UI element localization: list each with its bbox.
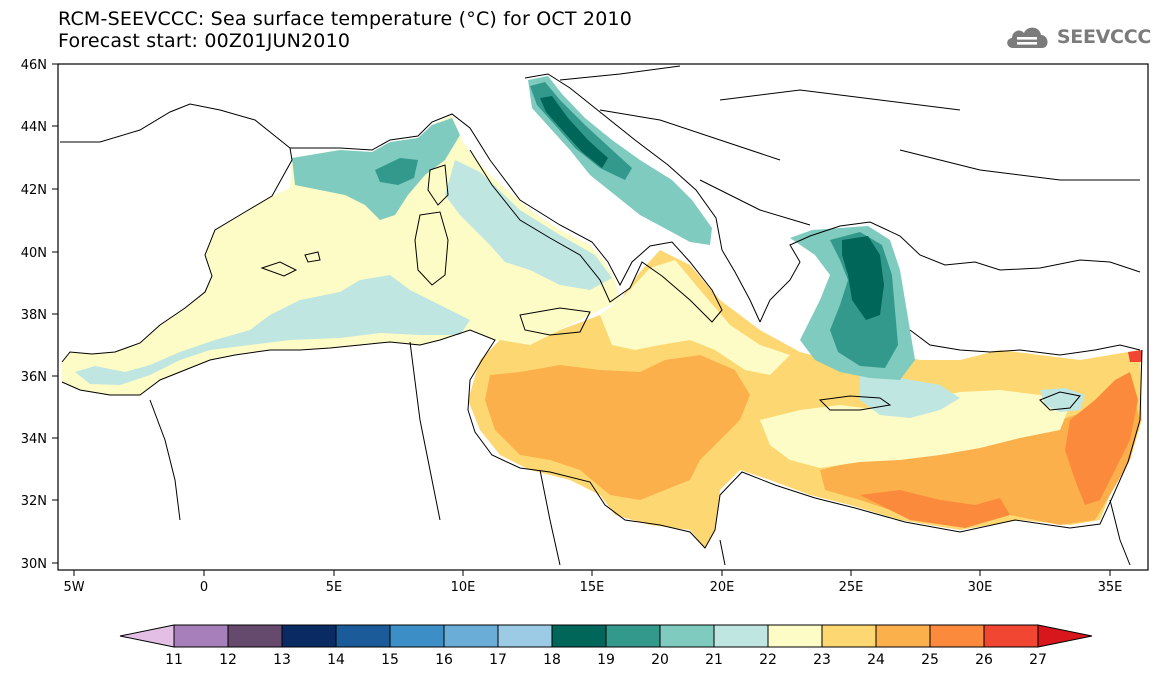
seevccc-logo: SEEVCCC <box>1003 22 1151 52</box>
lon-label: 0 <box>200 580 208 595</box>
colorbar-swatch <box>497 624 553 648</box>
sst-ligurian-20 <box>375 158 418 185</box>
colorbar: 11 12 13 14 15 16 17 18 19 20 21 22 23 24 25 26 27 <box>119 624 1093 668</box>
lat-label: 42N <box>21 183 47 198</box>
lon-label: 5E <box>326 580 343 595</box>
coast-iberia <box>60 103 293 363</box>
coast-balkans <box>559 65 1140 226</box>
colorbar-swatch <box>659 624 715 648</box>
colorbar-label: 24 <box>867 652 885 668</box>
lat-label: 40N <box>21 246 47 261</box>
title-line-2: Forecast start: 00Z01JUN2010 <box>58 30 351 52</box>
lon-label: 5W <box>63 580 84 595</box>
lat-label: 34N <box>21 432 47 447</box>
sst-gulf-of-lion-21 <box>292 118 460 220</box>
sst-algerian-belt-22 <box>75 275 470 385</box>
coast-sicily <box>519 307 591 336</box>
colorbar-label: 21 <box>705 652 723 668</box>
map-title: RCM-SEEVCCC: Sea surface temperature (°C… <box>58 8 632 52</box>
lat-label: 44N <box>21 120 47 135</box>
lon-label: 35E <box>1098 580 1123 595</box>
lon-label: 25E <box>839 580 864 595</box>
colorbar-swatch <box>173 624 229 648</box>
map-border <box>57 63 1149 571</box>
colorbar-label: 15 <box>381 652 399 668</box>
lat-label: 32N <box>21 494 47 509</box>
colorbar-swatch <box>767 624 823 648</box>
colorbar-swatch <box>983 624 1039 648</box>
lon-label: 10E <box>451 580 476 595</box>
sst-south-crete-26 <box>860 490 1010 528</box>
colorbar-label: 25 <box>921 652 939 668</box>
sst-rhodes-22 <box>860 372 960 418</box>
lat-label: 46N <box>21 58 47 73</box>
sea-surface-temperature-field <box>62 76 1142 548</box>
coast-corsica <box>427 164 449 206</box>
colorbar-label: 17 <box>489 652 507 668</box>
colorbar-label: 27 <box>1029 652 1047 668</box>
colorbar-label: 19 <box>597 652 615 668</box>
coast-crete <box>818 395 892 411</box>
colorbar-swatch <box>281 624 337 648</box>
coastlines <box>60 65 1143 566</box>
colorbar-swatch <box>443 624 499 648</box>
colorbar-swatch <box>227 624 283 648</box>
colorbar-label: 18 <box>543 652 561 668</box>
coast-france-italy <box>290 113 723 323</box>
sst-adriatic-19 <box>540 96 608 168</box>
sst-ionian-23 <box>600 260 790 375</box>
coast-cyprus <box>1039 391 1081 411</box>
coast-sardinia <box>414 211 449 286</box>
colorbar-label: 11 <box>165 652 183 668</box>
lon-label: 20E <box>710 580 735 595</box>
sst-cyprus-22 <box>1040 388 1085 412</box>
sst-levantine-26 <box>1065 372 1138 505</box>
colorbar-label: 23 <box>813 652 831 668</box>
sst-levantine-25 <box>820 380 1140 525</box>
sst-nile-27 <box>1128 350 1142 362</box>
colorbar-label: 16 <box>435 652 453 668</box>
logo-text: SEEVCCC <box>1056 26 1151 48</box>
colorbar-label: 13 <box>273 652 291 668</box>
colorbar-label: 22 <box>759 652 777 668</box>
lon-label: 15E <box>580 580 605 595</box>
coast-adriatic-east <box>524 73 761 323</box>
coast-turkey-south <box>909 329 1141 356</box>
coast-balearics <box>260 251 321 277</box>
sst-aegean-19 <box>842 236 884 320</box>
colorbar-high-arrow <box>1037 624 1093 648</box>
colorbar-label: 12 <box>219 652 237 668</box>
colorbar-swatch <box>389 624 445 648</box>
title-line-1: RCM-SEEVCCC: Sea surface temperature (°C… <box>58 8 633 30</box>
coast-greece <box>759 221 1141 323</box>
colorbar-swatch <box>551 624 607 648</box>
colorbar-label: 26 <box>975 652 993 668</box>
longitude-labels: 5W 0 5E 10E 15E 20E 25E 30E 35E <box>63 580 1122 595</box>
colorbar-swatch <box>875 624 931 648</box>
colorbar-swatch <box>929 624 985 648</box>
lat-label: 30N <box>21 557 47 572</box>
coast-north-africa-west <box>61 329 1143 549</box>
colorbar-swatch <box>335 624 391 648</box>
colorbar-swatch <box>605 624 661 648</box>
lat-label: 38N <box>21 308 47 323</box>
cloud-icon <box>1007 27 1048 48</box>
colorbar-label: 20 <box>651 652 669 668</box>
sst-libyan-warm-25 <box>485 355 750 500</box>
colorbar-swatch <box>821 624 877 648</box>
colorbar-low-arrow <box>119 624 175 648</box>
lon-label: 30E <box>968 580 993 595</box>
colorbar-swatch <box>713 624 769 648</box>
border-africa-interior <box>149 341 1131 566</box>
colorbar-label: 14 <box>327 652 345 668</box>
lat-label: 36N <box>21 370 47 385</box>
axis-ticks <box>52 63 1111 576</box>
latitude-labels: 46N 44N 42N 40N 38N 36N 34N 32N 30N <box>21 58 47 572</box>
